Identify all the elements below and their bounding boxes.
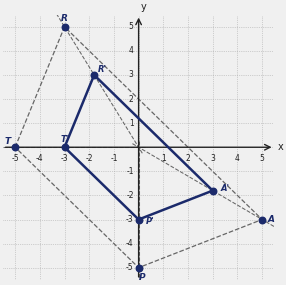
Text: R: R — [61, 14, 68, 23]
Text: 2: 2 — [129, 95, 134, 103]
Text: -2: -2 — [86, 154, 93, 163]
Text: -1: -1 — [110, 154, 118, 163]
Text: 5: 5 — [129, 22, 134, 31]
Text: 4: 4 — [235, 154, 240, 163]
Text: -5: -5 — [126, 263, 134, 272]
Point — [13, 145, 17, 150]
Text: P: P — [139, 273, 146, 282]
Point — [92, 73, 96, 77]
Text: 3: 3 — [129, 70, 134, 80]
Text: -2: -2 — [126, 191, 134, 200]
Text: 1: 1 — [129, 119, 134, 128]
Text: T: T — [5, 137, 11, 146]
Point — [136, 265, 141, 270]
Text: 2: 2 — [186, 154, 190, 163]
Text: -3: -3 — [61, 154, 68, 163]
Text: P': P' — [145, 217, 154, 226]
Text: -5: -5 — [11, 154, 19, 163]
Text: T': T' — [60, 135, 69, 144]
Text: -4: -4 — [126, 239, 134, 248]
Text: R': R' — [98, 65, 107, 74]
Text: 3: 3 — [210, 154, 215, 163]
Text: -4: -4 — [36, 154, 44, 163]
Text: 1: 1 — [161, 154, 166, 163]
Text: x: x — [278, 142, 284, 152]
Text: A': A' — [221, 184, 230, 193]
Text: A: A — [267, 215, 274, 224]
Point — [210, 188, 215, 193]
Text: y: y — [141, 2, 147, 12]
Text: -3: -3 — [126, 215, 134, 224]
Point — [62, 145, 67, 150]
Point — [260, 217, 264, 222]
Text: -1: -1 — [126, 167, 134, 176]
Point — [136, 217, 141, 222]
Text: 5: 5 — [260, 154, 265, 163]
Point — [62, 25, 67, 29]
Text: 4: 4 — [129, 46, 134, 55]
